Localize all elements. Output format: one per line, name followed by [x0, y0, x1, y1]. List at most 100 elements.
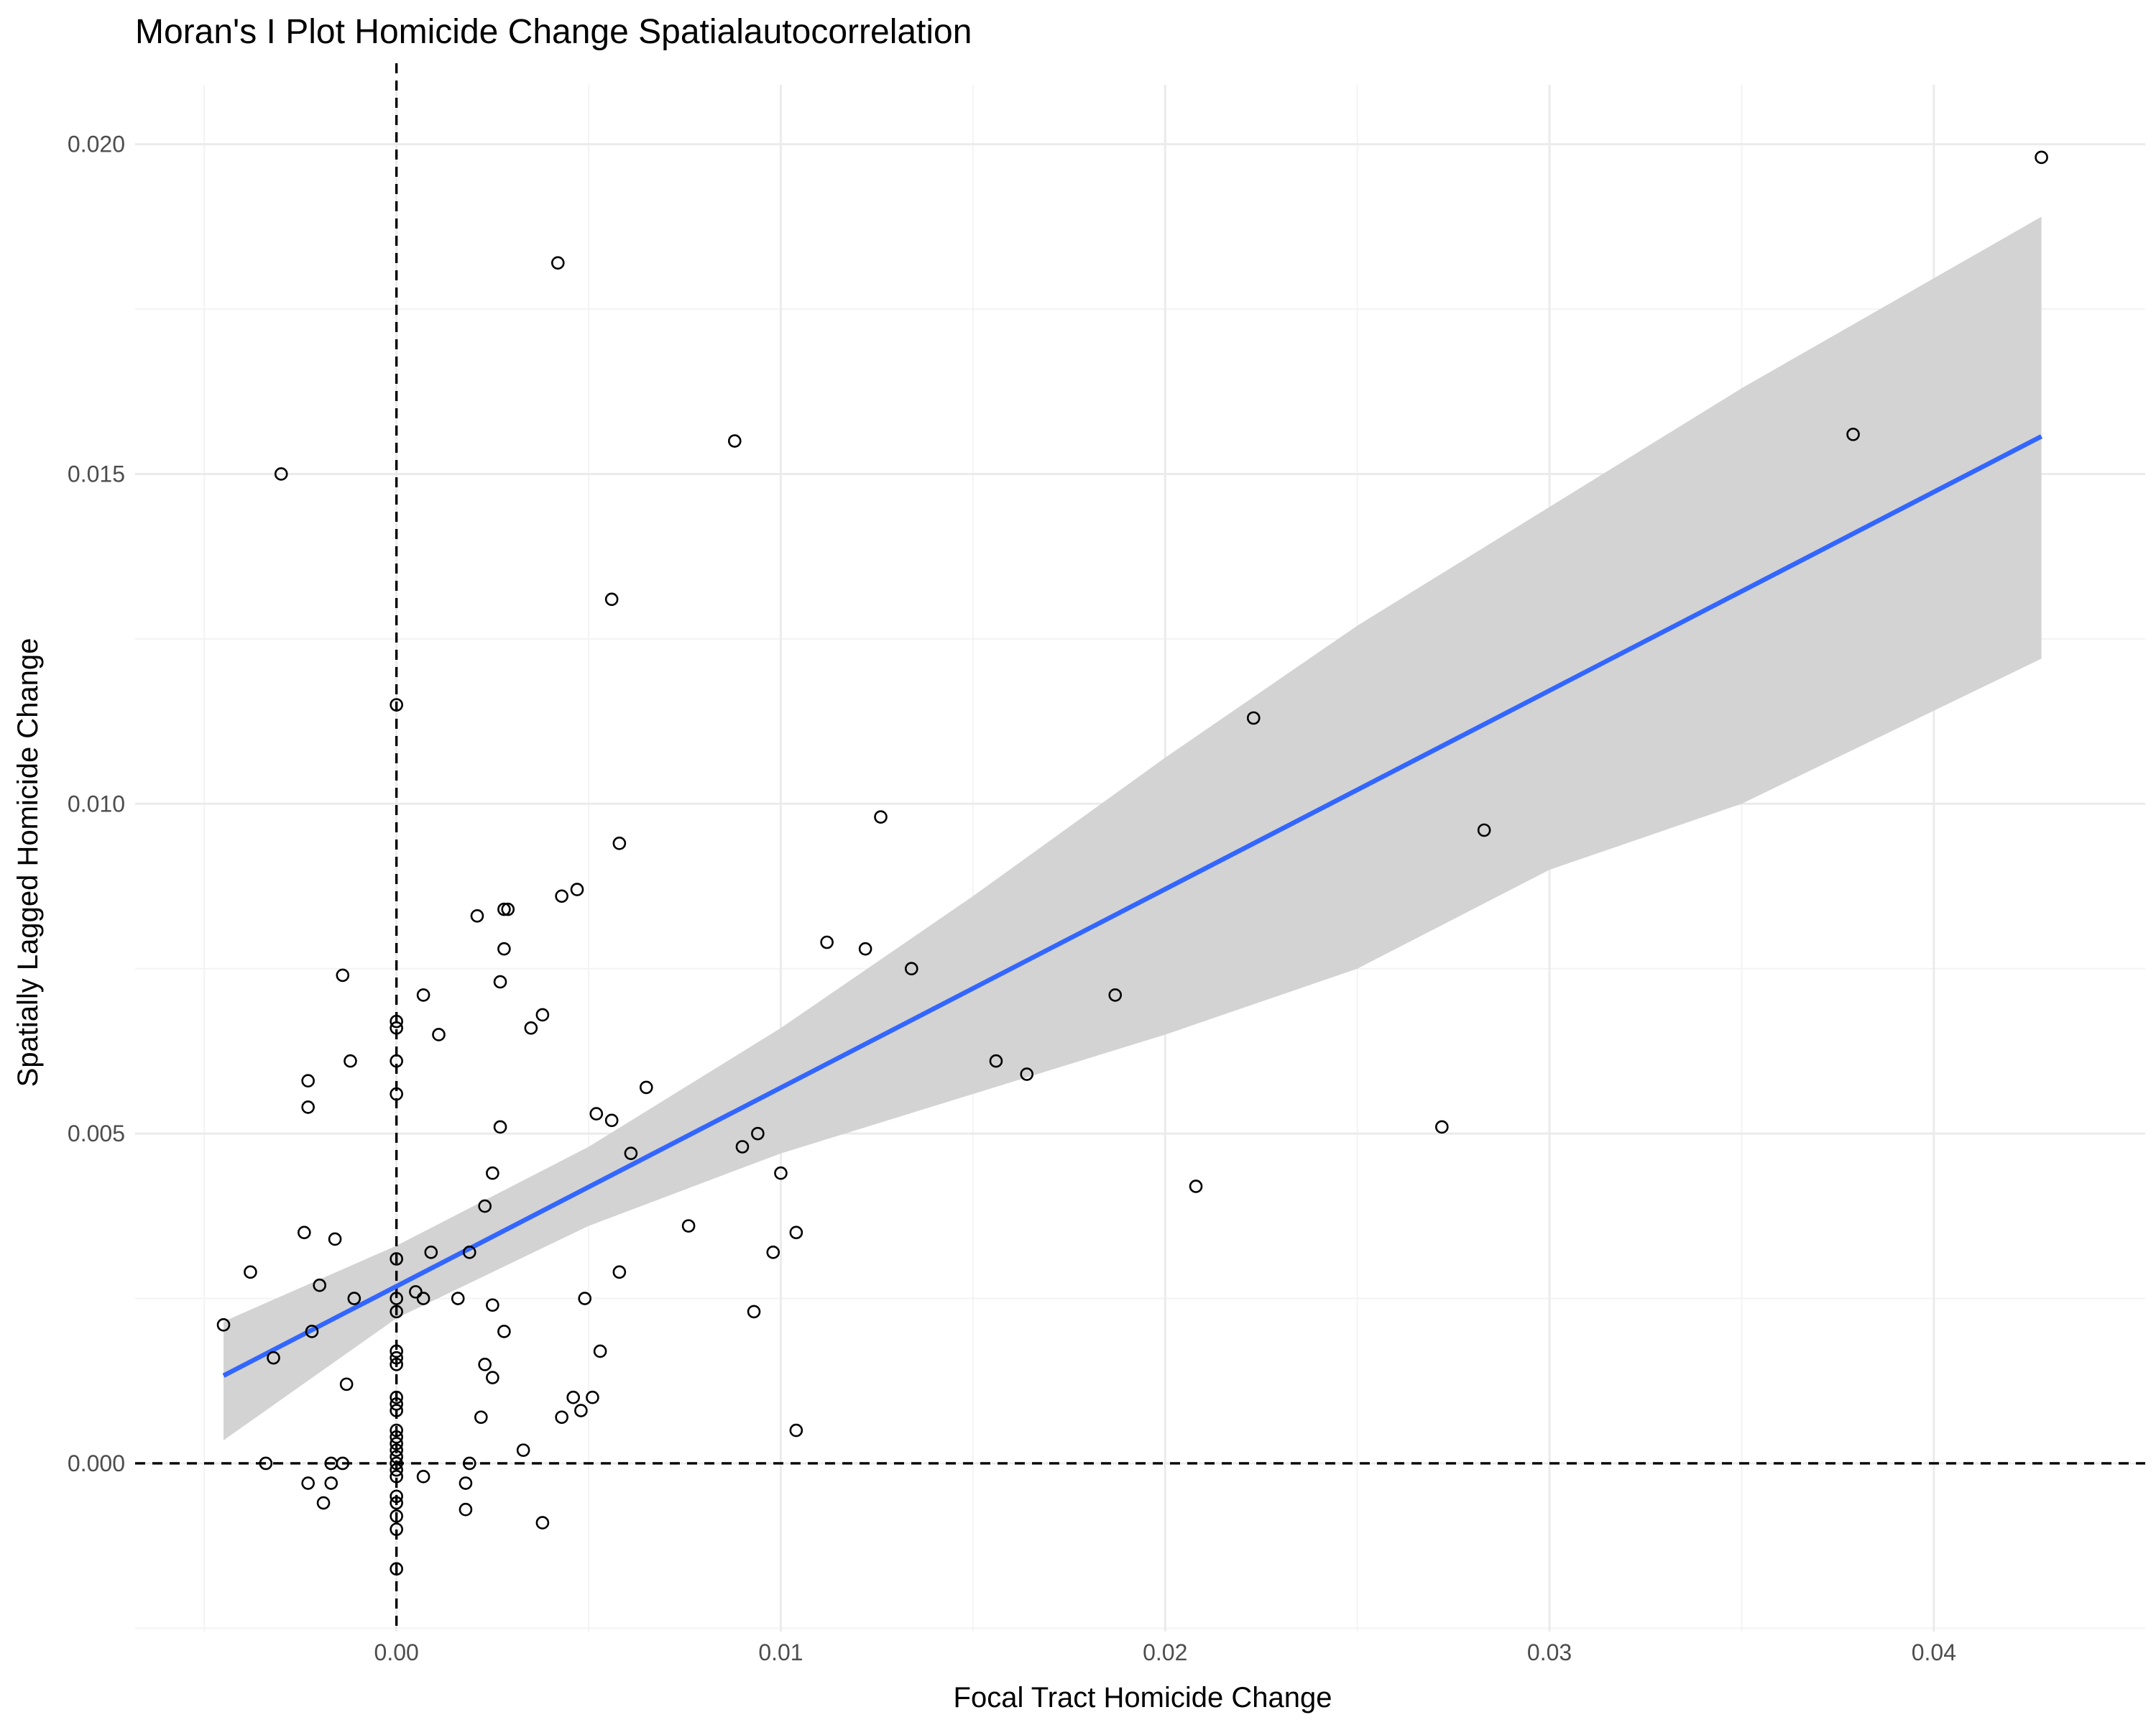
data-point: [735, 1140, 750, 1154]
data-point: [298, 1225, 311, 1240]
data-point: [339, 1377, 354, 1392]
data-point: [390, 1496, 403, 1510]
y-axis-title: Spatially Lagged Homicide Change: [12, 638, 44, 1087]
y-tick-label: 0.020: [68, 132, 125, 157]
data-point: [324, 1476, 338, 1490]
data-point: [639, 1080, 653, 1095]
y-tick-label: 0.010: [68, 791, 125, 816]
data-point: [324, 1456, 338, 1471]
data-point: [416, 1292, 430, 1305]
data-point: [1435, 1120, 1449, 1134]
data-point: [486, 1371, 499, 1384]
data-point: [774, 1166, 788, 1180]
data-point: [474, 1410, 488, 1425]
confidence-band-layer: [224, 216, 2042, 1440]
data-point: [390, 1054, 403, 1068]
data-point: [390, 1397, 403, 1411]
data-point: [766, 1246, 780, 1259]
data-point: [432, 1028, 446, 1041]
data-point: [390, 1087, 403, 1101]
data-point: [301, 1476, 315, 1490]
data-point: [789, 1225, 803, 1240]
data-point: [574, 1404, 588, 1417]
data-point: [390, 1292, 403, 1305]
data-point: [390, 1443, 403, 1457]
data-point: [904, 962, 918, 976]
data-point: [344, 1054, 357, 1068]
data-point: [328, 1232, 342, 1246]
data-point: [470, 908, 484, 923]
data-point: [478, 1358, 492, 1371]
x-tick-label: 0.00: [374, 1639, 419, 1665]
data-point: [390, 1456, 403, 1471]
data-point: [751, 1126, 765, 1141]
data-point: [486, 1166, 499, 1180]
data-point: [244, 1265, 257, 1279]
data-point: [486, 1298, 499, 1312]
data-point: [390, 1509, 403, 1523]
data-point: [497, 1325, 511, 1338]
data-point: [493, 975, 507, 989]
tick-labels-layer: 0.00 0.01 0.02 0.03 0.04 0.000 0.005 0.010 0.015…: [68, 132, 1956, 1665]
data-point: [305, 1325, 319, 1338]
data-point: [390, 1489, 403, 1504]
data-point: [301, 1100, 315, 1114]
data-point: [586, 1390, 599, 1404]
fit-line-layer: [222, 434, 2043, 1378]
data-point: [390, 698, 403, 712]
data-point: [347, 1292, 361, 1305]
data-point: [789, 1423, 803, 1438]
data-point: [390, 1470, 403, 1484]
data-point: [390, 1014, 403, 1029]
data-point: [316, 1496, 331, 1510]
regression-line: [222, 434, 2043, 1378]
data-point: [535, 1516, 550, 1530]
data-point: [593, 1344, 607, 1358]
data-point: [409, 1285, 423, 1299]
data-point: [274, 467, 288, 481]
data-point: [624, 1146, 638, 1160]
data-point: [989, 1054, 1003, 1068]
data-point: [390, 1305, 403, 1319]
data-point: [612, 1265, 627, 1279]
data-point: [550, 256, 565, 270]
data-point: [390, 1430, 403, 1444]
y-tick-label: 0.000: [68, 1450, 125, 1476]
data-point: [259, 1456, 273, 1471]
data-point: [390, 1390, 403, 1404]
data-point: [578, 1292, 592, 1305]
data-point: [451, 1292, 465, 1305]
data-point: [612, 837, 627, 850]
data-point: [820, 935, 834, 949]
data-point: [1246, 711, 1261, 725]
data-point: [570, 883, 584, 896]
data-point: [390, 1437, 403, 1450]
data-point: [301, 1074, 315, 1088]
data-point: [390, 1404, 403, 1417]
data-point: [424, 1246, 438, 1259]
data-point: [390, 1562, 403, 1576]
data-point: [390, 1522, 403, 1537]
data-point: [416, 1470, 430, 1484]
data-point: [501, 902, 515, 916]
data-point: [555, 1410, 568, 1425]
data-point: [874, 810, 888, 824]
data-point: [566, 1390, 580, 1404]
data-point: [727, 434, 742, 448]
data-point: [390, 1351, 403, 1365]
chart-title: Moran's I Plot Homicide Change Spatialau…: [135, 13, 972, 51]
data-point: [497, 942, 511, 956]
x-axis-title: Focal Tract Homicide Change: [954, 1682, 1332, 1714]
data-point: [1477, 823, 1491, 837]
data-point: [390, 1021, 403, 1035]
data-point: [604, 1113, 619, 1128]
data-point: [535, 1008, 550, 1022]
data-point: [336, 968, 350, 983]
x-tick-label: 0.02: [1143, 1639, 1187, 1665]
data-point: [1189, 1179, 1203, 1193]
data-point: [747, 1305, 761, 1319]
x-tick-label: 0.03: [1527, 1639, 1572, 1665]
confidence-band: [224, 216, 2042, 1440]
data-point: [589, 1107, 604, 1121]
